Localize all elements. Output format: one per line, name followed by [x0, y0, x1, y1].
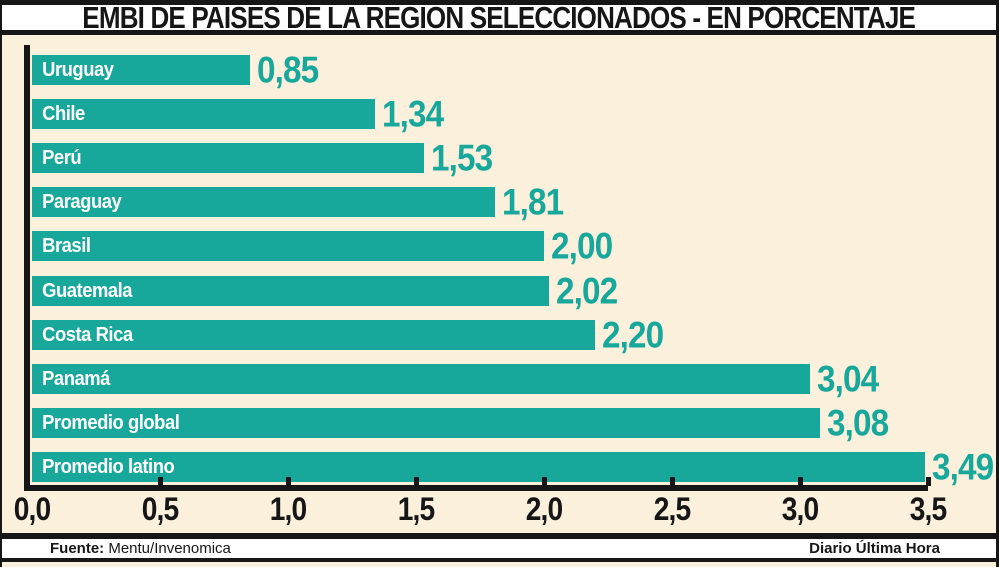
bar: Chile: [32, 99, 375, 129]
bar-row: Uruguay 0,85: [32, 52, 996, 89]
bar-value: 3,08: [827, 402, 889, 444]
x-axis-tick: [670, 477, 675, 486]
bar: Paraguay: [32, 187, 495, 217]
bar-value: 2,20: [602, 314, 664, 356]
x-axis-label: 2,0: [525, 491, 563, 527]
bar-label: Costa Rica: [42, 323, 133, 346]
y-axis-line: [24, 45, 30, 491]
bar: Brasil: [32, 231, 544, 261]
x-axis-label: 3,5: [909, 491, 947, 527]
bar-value: 3,04: [817, 358, 879, 400]
bar-row: Costa Rica 2,20: [32, 317, 996, 354]
x-axis-label: 2,5: [653, 491, 691, 527]
bar-value: 3,49: [932, 446, 994, 488]
x-axis-label: 1,5: [397, 491, 435, 527]
bar-row: Perú 1,53: [32, 140, 996, 177]
title-band: EMBI DE PAÍSES DE LA REGIÓN SELECCIONADO…: [2, 5, 996, 35]
source-value: Mentu/Invenomica: [104, 540, 231, 557]
bar-value: 0,85: [257, 49, 319, 91]
bar-label: Panamá: [42, 367, 110, 390]
x-axis-tick: [158, 477, 163, 486]
bar: Promedio global: [32, 408, 820, 438]
bar-row: Brasil 2,00: [32, 228, 996, 265]
x-axis-label: 0,5: [141, 491, 179, 527]
bar-value: 2,02: [556, 270, 618, 312]
bar-label: Guatemala: [42, 279, 133, 302]
bar: Guatemala: [32, 276, 549, 306]
bar-label: Uruguay: [42, 58, 114, 81]
bar-row: Panamá 3,04: [32, 361, 996, 398]
bar-label: Brasil: [42, 234, 91, 257]
bar-row: Promedio global 3,08: [32, 405, 996, 442]
bar-row: Chile 1,34: [32, 96, 996, 133]
bar-row: Guatemala 2,02: [32, 273, 996, 310]
bar-value: 1,34: [382, 93, 444, 135]
chart-area: Uruguay 0,85 Chile 1,34 Perú 1,53 Paraguay 1,81…: [2, 35, 996, 533]
x-axis-label: 3,0: [781, 491, 819, 527]
bar-value: 1,81: [502, 181, 564, 223]
x-axis-label: 0,0: [13, 491, 51, 527]
bar-value: 1,53: [431, 137, 493, 179]
bar-label: Perú: [42, 146, 82, 169]
chart-title: EMBI DE PAÍSES DE LA REGIÓN SELECCIONADO…: [82, 5, 917, 35]
bar-label: Paraguay: [42, 190, 122, 213]
x-axis-tick: [542, 477, 547, 486]
bar-label: Promedio latino: [42, 455, 175, 478]
x-axis-tick: [286, 477, 291, 486]
x-axis-label: 1,0: [269, 491, 307, 527]
x-axis-line: [24, 485, 928, 491]
bar-value: 2,00: [551, 225, 613, 267]
x-axis-tick: [414, 477, 419, 486]
bar-row: Paraguay 1,81: [32, 184, 996, 221]
source-label: Fuente:: [50, 540, 105, 557]
bar: Promedio latino: [32, 452, 925, 482]
source-credit: Fuente: Mentu/Invenomica: [50, 540, 231, 557]
x-axis-tick: [798, 477, 803, 486]
publisher-credit: Diario Última Hora: [809, 540, 940, 557]
footer: Fuente: Mentu/Invenomica Diario Última H…: [2, 533, 996, 562]
bar-label: Promedio global: [42, 411, 180, 434]
bar: Uruguay: [32, 55, 250, 85]
bar-label: Chile: [42, 102, 85, 125]
bar-row: Promedio latino 3,49: [32, 449, 996, 486]
bar: Panamá: [32, 364, 810, 394]
bar: Costa Rica: [32, 320, 595, 350]
x-axis-tick: [926, 477, 931, 486]
bar: Perú: [32, 143, 424, 173]
